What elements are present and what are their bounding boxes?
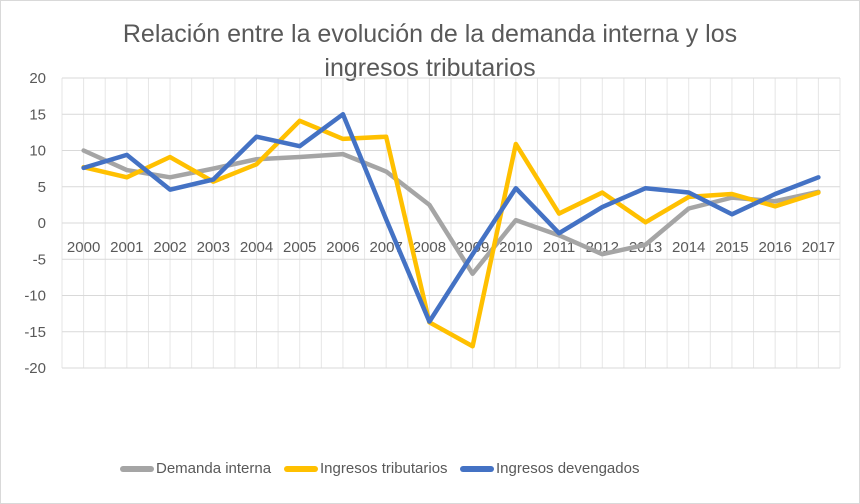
x-tick-label: 2014 <box>672 239 705 256</box>
x-tick-label: 2015 <box>715 239 748 256</box>
x-tick-label: 2001 <box>110 239 143 256</box>
y-tick-label: -20 <box>24 360 46 377</box>
chart-title-line-1: Relación entre la evolución de la demand… <box>122 20 738 48</box>
series-line-ingresos-devengados <box>81 112 821 324</box>
x-tick-label: 2008 <box>413 239 446 256</box>
legend-item-ingresos-devengados: Ingresos devengados <box>460 460 639 477</box>
legend-label: Ingresos tributarios <box>320 460 448 477</box>
legend-item-demanda-interna: Demanda interna <box>120 460 271 477</box>
y-tick-label: -10 <box>24 288 46 305</box>
x-tick-label: 2010 <box>499 239 532 256</box>
x-tick-label: 2003 <box>197 239 230 256</box>
legend-label: Ingresos devengados <box>496 460 640 477</box>
series-line-demanda-interna <box>81 148 821 276</box>
y-tick-label: 20 <box>29 70 46 87</box>
legend-swatch <box>284 465 318 472</box>
x-tick-label: 2013 <box>629 239 662 256</box>
chart-title-line-2: ingresos tributarios <box>324 54 536 82</box>
y-tick-label: 10 <box>29 143 46 160</box>
x-tick-label: 2000 <box>67 239 100 256</box>
y-tick-label: -15 <box>24 324 46 341</box>
x-tick-label: 2016 <box>758 239 791 256</box>
x-tick-label: 2006 <box>326 239 359 256</box>
y-tick-label: 5 <box>38 179 46 196</box>
x-tick-label: 2017 <box>802 239 835 256</box>
legend-swatch <box>460 465 494 472</box>
y-tick-label: 15 <box>29 106 46 123</box>
x-tick-label: 2002 <box>153 239 186 256</box>
legend-label: Demanda interna <box>156 460 272 477</box>
x-tick-label: 2011 <box>543 239 575 256</box>
legend-item-ingresos-tributarios: Ingresos tributarios <box>284 460 448 477</box>
legend-swatch <box>120 465 154 472</box>
y-tick-label: 0 <box>38 215 46 232</box>
x-tick-label: 2005 <box>283 239 316 256</box>
y-tick-label: -5 <box>33 251 46 268</box>
x-tick-label: 2004 <box>240 239 273 256</box>
